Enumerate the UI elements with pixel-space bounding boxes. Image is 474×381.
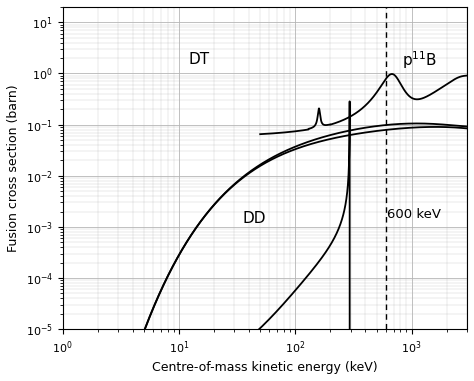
Text: DD: DD (242, 211, 266, 226)
Text: p$^{11}$B: p$^{11}$B (401, 49, 437, 71)
X-axis label: Centre-of-mass kinetic energy (keV): Centre-of-mass kinetic energy (keV) (152, 361, 378, 374)
Text: DT: DT (188, 53, 209, 67)
Y-axis label: Fusion cross section (barn): Fusion cross section (barn) (7, 84, 20, 252)
Text: 600 keV: 600 keV (387, 208, 441, 221)
